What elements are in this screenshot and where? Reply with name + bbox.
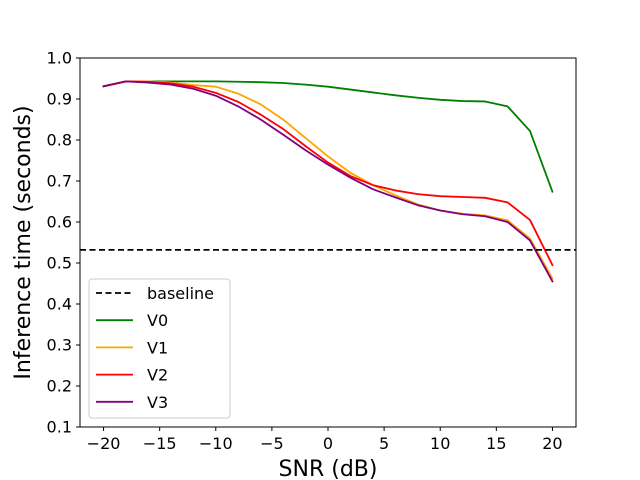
y-tick-label: 0.2 (47, 377, 72, 396)
legend-label-v2: V2 (147, 366, 168, 385)
legend-label-v0: V0 (147, 311, 168, 330)
y-axis-title: Inference time (seconds) (11, 105, 36, 379)
series-layer (102, 80, 554, 283)
series-line-v2 (102, 80, 554, 267)
x-tick-label: −15 (143, 434, 177, 453)
x-tick-label: 10 (430, 434, 450, 453)
y-tick-label: 0.5 (47, 254, 72, 273)
y-tick-label: 0.6 (47, 213, 72, 232)
y-axis-ticks: 0.1 0.2 0.3 0.4 0.5 0.6 0.7 0.8 0.9 1.0 (47, 49, 80, 437)
legend-label-baseline: baseline (147, 284, 214, 303)
y-tick-label: 0.3 (47, 336, 72, 355)
legend-label-v1: V1 (147, 338, 168, 357)
legend-box (88, 278, 231, 419)
y-tick-label: 0.1 (47, 418, 72, 437)
x-tick-label: −5 (260, 434, 284, 453)
y-tick-label: 0.8 (47, 131, 72, 150)
legend-label-v3: V3 (147, 393, 168, 412)
series-line-v3 (102, 80, 554, 283)
y-tick-label: 0.9 (47, 90, 72, 109)
y-tick-label: 0.4 (47, 295, 72, 314)
x-tick-label: 0 (323, 434, 333, 453)
y-tick-label: 1.0 (47, 49, 72, 68)
x-tick-label: −20 (87, 434, 121, 453)
y-tick-label: 0.7 (47, 172, 72, 191)
x-tick-label: −10 (199, 434, 233, 453)
x-axis-title: SNR (dB) (279, 457, 378, 480)
x-tick-label: 20 (542, 434, 562, 453)
x-tick-label: 15 (486, 434, 506, 453)
x-tick-label: 5 (379, 434, 389, 453)
x-axis-ticks: −20 −15 −10 −5 0 5 10 15 20 (87, 427, 563, 453)
legend: baseline V0 V1 V2 V3 (88, 278, 231, 419)
series-line-v0 (102, 80, 554, 193)
